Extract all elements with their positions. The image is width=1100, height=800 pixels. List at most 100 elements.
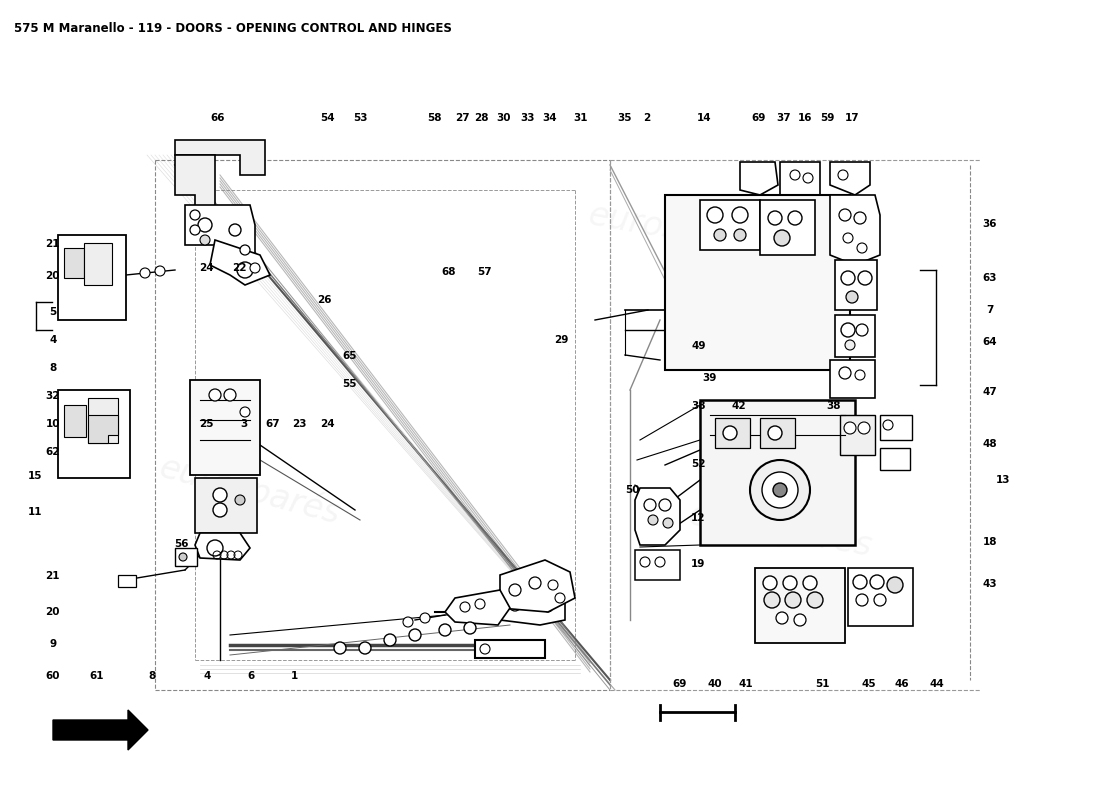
Circle shape <box>334 642 346 654</box>
Circle shape <box>155 266 165 276</box>
Text: 18: 18 <box>982 538 998 547</box>
Text: 12: 12 <box>691 514 706 523</box>
Text: 46: 46 <box>894 679 910 689</box>
Bar <box>84 243 112 285</box>
Circle shape <box>190 210 200 220</box>
Text: 39: 39 <box>702 373 717 382</box>
Text: 44: 44 <box>930 679 945 689</box>
Polygon shape <box>446 590 510 625</box>
Text: 21: 21 <box>45 239 60 249</box>
Circle shape <box>803 576 817 590</box>
Text: 49: 49 <box>691 341 706 350</box>
Bar <box>760 418 795 448</box>
Circle shape <box>548 580 558 590</box>
Text: 56: 56 <box>174 539 189 549</box>
Polygon shape <box>500 560 575 612</box>
Circle shape <box>707 207 723 223</box>
Circle shape <box>883 420 893 430</box>
Circle shape <box>734 229 746 241</box>
Circle shape <box>803 173 813 183</box>
Text: 16: 16 <box>798 114 813 123</box>
Text: 11: 11 <box>28 507 43 517</box>
Text: 27: 27 <box>454 114 470 123</box>
Polygon shape <box>780 162 820 200</box>
Circle shape <box>839 367 851 379</box>
Polygon shape <box>830 195 880 265</box>
Circle shape <box>209 389 221 401</box>
Bar <box>635 550 680 580</box>
Circle shape <box>842 323 855 337</box>
Circle shape <box>213 488 227 502</box>
Text: 45: 45 <box>861 679 877 689</box>
Text: 14: 14 <box>696 114 712 123</box>
Text: 3: 3 <box>241 419 248 429</box>
Text: 9: 9 <box>50 639 56 649</box>
Circle shape <box>794 614 806 626</box>
Text: 24: 24 <box>199 263 214 273</box>
Text: 63: 63 <box>982 274 998 283</box>
Text: 50: 50 <box>625 485 640 494</box>
Circle shape <box>524 594 536 606</box>
Circle shape <box>762 472 798 508</box>
Text: 28: 28 <box>474 114 490 123</box>
Text: 15: 15 <box>28 471 43 481</box>
Text: 32: 32 <box>45 391 60 401</box>
Bar <box>190 380 260 475</box>
Circle shape <box>768 426 782 440</box>
Circle shape <box>509 584 521 596</box>
Circle shape <box>838 170 848 180</box>
Bar <box>58 235 126 320</box>
Text: 34: 34 <box>542 114 558 123</box>
Text: 17: 17 <box>845 114 860 123</box>
Circle shape <box>846 291 858 303</box>
Circle shape <box>852 575 867 589</box>
Polygon shape <box>830 162 870 195</box>
Polygon shape <box>195 533 250 560</box>
Text: 68: 68 <box>441 267 456 277</box>
Circle shape <box>807 592 823 608</box>
Circle shape <box>887 577 903 593</box>
Circle shape <box>543 602 553 612</box>
Polygon shape <box>635 488 680 545</box>
Circle shape <box>556 593 565 603</box>
Text: 48: 48 <box>982 439 998 449</box>
Text: 13: 13 <box>996 475 1011 485</box>
Text: 47: 47 <box>982 387 998 397</box>
Text: 24: 24 <box>320 419 336 429</box>
Circle shape <box>844 422 856 434</box>
Bar <box>880 448 910 470</box>
Text: 69: 69 <box>751 114 767 123</box>
Circle shape <box>640 557 650 567</box>
Text: 62: 62 <box>45 447 60 457</box>
Text: 69: 69 <box>672 679 688 689</box>
Circle shape <box>509 599 521 611</box>
Text: 2: 2 <box>644 114 650 123</box>
Polygon shape <box>175 155 214 235</box>
Bar <box>830 360 874 398</box>
Circle shape <box>858 422 870 434</box>
Text: 38: 38 <box>826 402 842 411</box>
Circle shape <box>776 612 788 624</box>
Text: 55: 55 <box>342 379 358 389</box>
Circle shape <box>439 624 451 636</box>
Text: 23: 23 <box>292 419 307 429</box>
Polygon shape <box>175 140 265 175</box>
Text: 54: 54 <box>320 114 336 123</box>
Circle shape <box>460 602 470 612</box>
Circle shape <box>763 576 777 590</box>
Text: eurosparés: eurosparés <box>155 450 344 530</box>
Polygon shape <box>210 240 270 285</box>
Polygon shape <box>53 710 148 750</box>
Circle shape <box>529 577 541 589</box>
Circle shape <box>659 499 671 511</box>
Text: 36: 36 <box>982 219 998 229</box>
Bar <box>840 415 874 455</box>
Text: 4: 4 <box>50 335 56 345</box>
Circle shape <box>857 243 867 253</box>
Circle shape <box>788 211 802 225</box>
Text: 1: 1 <box>292 671 298 681</box>
Text: 42: 42 <box>732 402 747 411</box>
Circle shape <box>224 389 236 401</box>
Bar <box>755 568 845 643</box>
Circle shape <box>213 503 227 517</box>
